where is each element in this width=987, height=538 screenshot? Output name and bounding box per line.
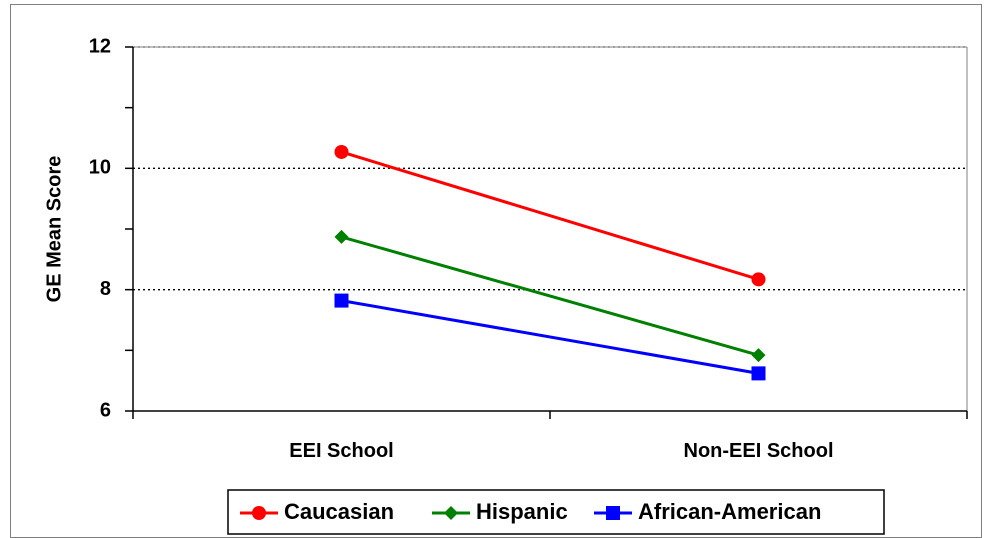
data-point xyxy=(751,366,766,381)
data-point xyxy=(334,293,349,308)
grid-lines xyxy=(133,46,967,291)
y-tick-labels: 6 8 10 12 xyxy=(89,35,111,421)
data-point xyxy=(751,272,766,287)
legend-swatch-marker xyxy=(606,506,620,520)
series-line xyxy=(341,299,759,375)
y-tick-label: 6 xyxy=(100,399,111,421)
x-tick-label: Non-EEI School xyxy=(684,440,834,462)
legend-swatch-marker xyxy=(444,506,458,520)
legend-label: Hispanic xyxy=(476,499,568,524)
series-line xyxy=(341,150,759,281)
x-tick-labels: EEI School Non-EEI School xyxy=(289,440,833,462)
series xyxy=(334,144,766,381)
series-african-american xyxy=(334,293,766,381)
legend-label: Caucasian xyxy=(284,499,394,524)
legend-item: Caucasian xyxy=(240,499,394,524)
legend: Caucasian Hispanic African-American xyxy=(227,489,885,535)
series-caucasian xyxy=(334,144,766,287)
legend-swatch-marker xyxy=(252,506,266,520)
legend-label: African-American xyxy=(638,499,821,524)
y-tick-label: 8 xyxy=(100,278,111,300)
y-tick-label: 10 xyxy=(89,157,111,179)
legend-item: Hispanic xyxy=(432,499,568,524)
axes xyxy=(125,46,968,419)
data-point xyxy=(334,229,349,244)
legend-item: African-American xyxy=(594,499,821,524)
y-tick-label: 12 xyxy=(89,35,111,57)
data-point xyxy=(751,348,766,363)
series-line xyxy=(341,235,759,357)
chart-frame xyxy=(10,4,982,538)
y-axis-title: GE Mean Score xyxy=(43,156,65,303)
series-hispanic xyxy=(334,229,766,363)
x-tick-label: EEI School xyxy=(289,440,393,462)
data-point xyxy=(334,144,349,159)
